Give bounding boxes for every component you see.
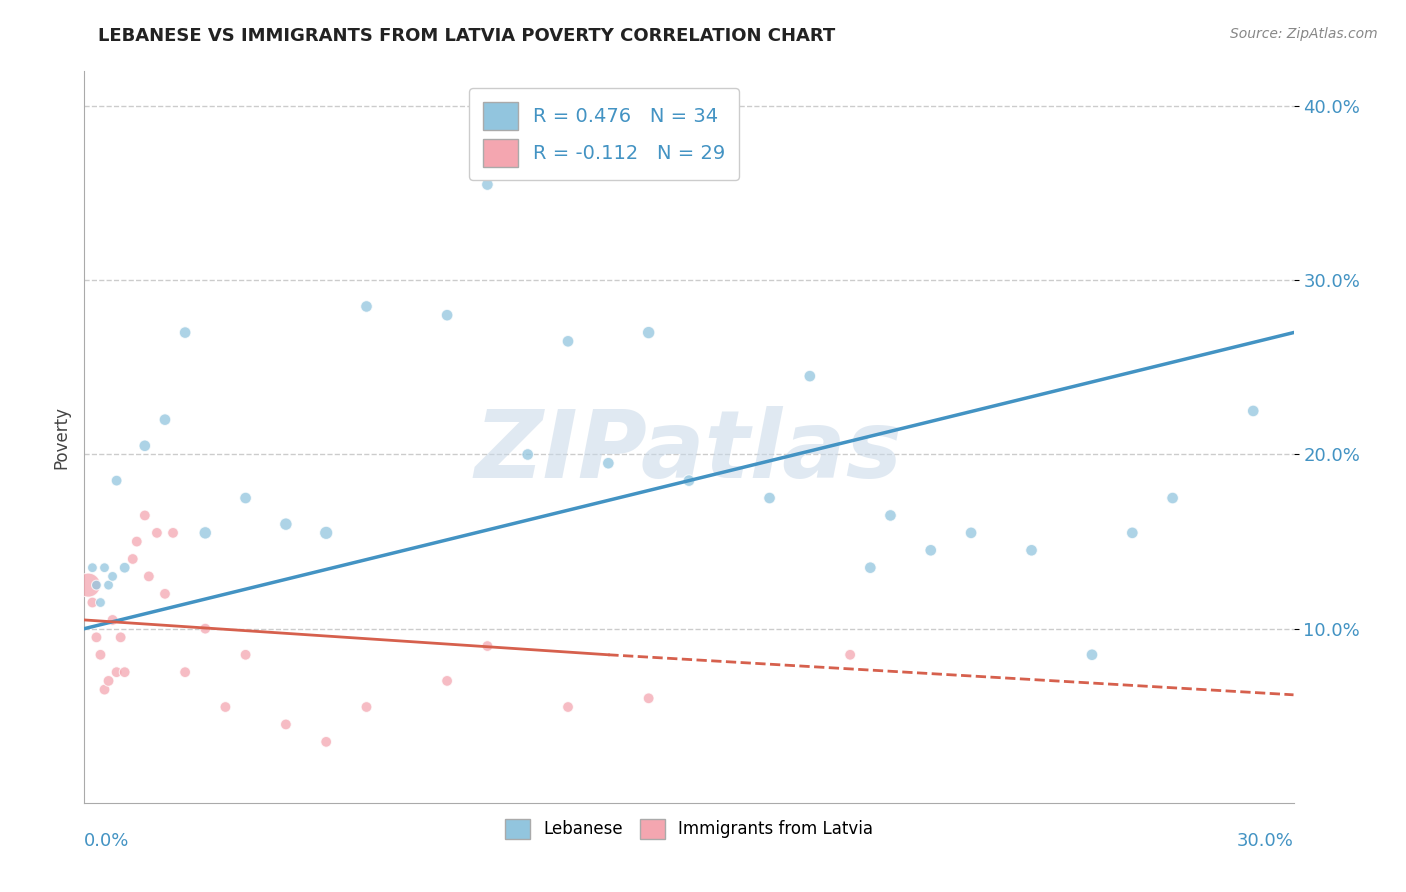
Legend: Lebanese, Immigrants from Latvia: Lebanese, Immigrants from Latvia xyxy=(498,812,880,846)
Point xyxy=(598,456,620,470)
Point xyxy=(315,735,337,749)
Point xyxy=(174,665,197,680)
Point xyxy=(153,587,176,601)
Point xyxy=(356,300,378,314)
Point xyxy=(214,700,236,714)
Point xyxy=(678,474,700,488)
Point xyxy=(77,578,100,592)
Point xyxy=(477,178,499,192)
Text: ZIPatlas: ZIPatlas xyxy=(475,406,903,498)
Point xyxy=(97,578,120,592)
Point xyxy=(315,525,337,540)
Point xyxy=(436,308,458,322)
Point xyxy=(134,439,156,453)
Point xyxy=(960,525,983,540)
Point xyxy=(101,569,124,583)
Point xyxy=(274,517,297,532)
Point xyxy=(101,613,124,627)
Point xyxy=(93,560,115,574)
Point xyxy=(859,560,882,574)
Point xyxy=(105,474,128,488)
Point xyxy=(110,631,132,645)
Text: 30.0%: 30.0% xyxy=(1237,832,1294,850)
Point xyxy=(194,622,217,636)
Point xyxy=(516,448,538,462)
Point xyxy=(799,369,821,384)
Point xyxy=(1081,648,1104,662)
Point xyxy=(1021,543,1043,558)
Point xyxy=(1161,491,1184,505)
Point xyxy=(82,595,104,609)
Point xyxy=(920,543,942,558)
Point xyxy=(1121,525,1143,540)
Point xyxy=(235,648,257,662)
Text: Source: ZipAtlas.com: Source: ZipAtlas.com xyxy=(1230,27,1378,41)
Point xyxy=(97,673,120,688)
Point xyxy=(557,700,579,714)
Point xyxy=(274,717,297,731)
Text: LEBANESE VS IMMIGRANTS FROM LATVIA POVERTY CORRELATION CHART: LEBANESE VS IMMIGRANTS FROM LATVIA POVER… xyxy=(98,27,835,45)
Text: 0.0%: 0.0% xyxy=(84,832,129,850)
Point xyxy=(758,491,780,505)
Point xyxy=(153,412,176,426)
Y-axis label: Poverty: Poverty xyxy=(52,406,70,468)
Point xyxy=(879,508,901,523)
Point xyxy=(82,560,104,574)
Point xyxy=(637,691,659,706)
Point xyxy=(138,569,160,583)
Point xyxy=(235,491,257,505)
Point xyxy=(89,595,111,609)
Point xyxy=(839,648,862,662)
Point xyxy=(436,673,458,688)
Point xyxy=(477,639,499,653)
Point xyxy=(86,631,108,645)
Point xyxy=(356,700,378,714)
Point xyxy=(134,508,156,523)
Point xyxy=(174,326,197,340)
Point xyxy=(105,665,128,680)
Point xyxy=(162,525,184,540)
Point xyxy=(114,560,136,574)
Point xyxy=(114,665,136,680)
Point xyxy=(125,534,148,549)
Point xyxy=(146,525,169,540)
Point xyxy=(1241,404,1264,418)
Point xyxy=(637,326,659,340)
Point xyxy=(194,525,217,540)
Point xyxy=(89,648,111,662)
Point xyxy=(86,578,108,592)
Point xyxy=(557,334,579,349)
Point xyxy=(93,682,115,697)
Point xyxy=(121,552,143,566)
